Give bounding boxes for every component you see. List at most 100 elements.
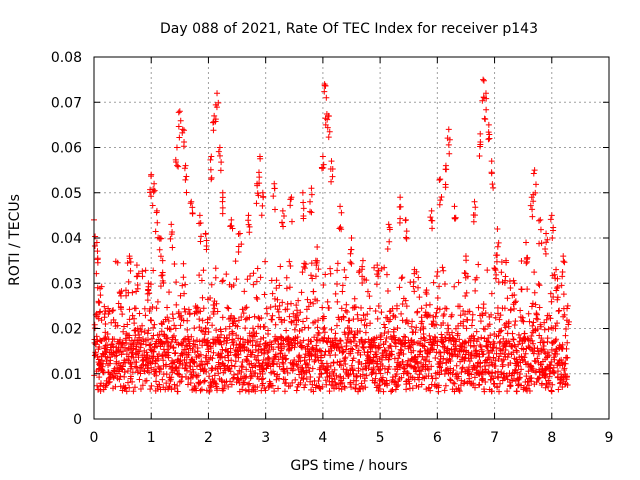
data-point xyxy=(371,339,378,346)
data-point xyxy=(271,388,278,395)
data-point xyxy=(280,223,287,230)
data-point xyxy=(139,268,146,275)
data-point xyxy=(286,313,293,320)
data-point xyxy=(337,224,344,231)
data-point xyxy=(298,289,305,296)
data-point xyxy=(106,360,113,367)
data-point xyxy=(490,375,497,382)
data-point xyxy=(117,373,124,380)
data-point xyxy=(441,344,448,351)
data-point xyxy=(384,369,391,376)
data-point xyxy=(558,282,565,289)
data-point xyxy=(490,381,497,388)
data-point xyxy=(420,325,427,332)
data-point xyxy=(163,335,170,342)
data-point xyxy=(247,368,254,375)
data-point xyxy=(337,337,344,344)
data-point xyxy=(409,318,416,325)
data-point xyxy=(436,363,443,370)
data-point xyxy=(308,185,315,192)
data-point xyxy=(352,303,359,310)
data-point xyxy=(511,280,518,287)
data-point xyxy=(511,292,518,299)
data-point xyxy=(286,340,293,347)
data-point xyxy=(274,296,281,303)
data-point xyxy=(460,322,467,329)
data-point xyxy=(318,370,325,377)
data-point xyxy=(269,312,276,319)
data-point xyxy=(473,328,480,335)
data-point xyxy=(329,173,336,180)
data-point xyxy=(197,387,204,394)
data-point xyxy=(150,188,157,195)
data-point xyxy=(244,276,251,283)
data-point xyxy=(496,316,503,323)
data-point xyxy=(304,296,311,303)
data-point xyxy=(332,330,339,337)
data-point xyxy=(295,316,302,323)
data-point xyxy=(265,327,272,334)
data-point xyxy=(456,303,463,310)
data-point xyxy=(382,324,389,331)
data-point xyxy=(403,317,410,324)
data-point xyxy=(191,325,198,332)
data-point xyxy=(184,367,191,374)
data-point xyxy=(175,163,182,170)
data-point xyxy=(379,356,386,363)
data-point xyxy=(466,308,473,315)
data-point xyxy=(530,340,537,347)
data-point xyxy=(175,109,182,116)
data-point xyxy=(126,306,133,313)
data-point xyxy=(167,326,174,333)
data-point xyxy=(506,278,513,285)
data-point xyxy=(417,326,424,333)
data-point xyxy=(456,336,463,343)
data-point xyxy=(491,380,498,387)
data-point xyxy=(535,281,542,288)
data-point xyxy=(481,388,488,395)
data-point xyxy=(174,162,181,169)
data-point xyxy=(294,307,301,314)
data-point xyxy=(501,305,508,312)
data-point xyxy=(201,331,208,338)
data-point xyxy=(434,268,441,275)
data-point xyxy=(350,371,357,378)
data-point xyxy=(555,386,562,393)
data-point xyxy=(387,316,394,323)
data-point xyxy=(233,332,240,339)
x-tick-label: 4 xyxy=(318,430,327,446)
data-point xyxy=(333,322,340,329)
data-point xyxy=(181,305,188,312)
data-point xyxy=(493,344,500,351)
data-point xyxy=(468,322,475,329)
data-point xyxy=(146,290,153,297)
data-point xyxy=(426,358,433,365)
data-point xyxy=(155,355,162,362)
data-point xyxy=(164,346,171,353)
data-point xyxy=(336,385,343,392)
data-point xyxy=(213,300,220,307)
data-point xyxy=(339,288,346,295)
data-point xyxy=(212,116,219,123)
data-point xyxy=(251,362,258,369)
data-point xyxy=(123,339,130,346)
data-point xyxy=(207,294,214,301)
data-point xyxy=(273,376,280,383)
data-point xyxy=(176,108,183,115)
data-point xyxy=(303,315,310,322)
data-point xyxy=(407,344,414,351)
data-point xyxy=(235,248,242,255)
data-point xyxy=(332,290,339,297)
data-point xyxy=(345,371,352,378)
data-point xyxy=(151,321,158,328)
data-point xyxy=(352,334,359,341)
x-tick-label: 5 xyxy=(376,430,385,446)
data-point xyxy=(347,259,354,266)
data-point xyxy=(472,204,479,211)
data-point xyxy=(228,362,235,369)
y-tick-label: 0.05 xyxy=(51,186,82,202)
data-point xyxy=(541,339,548,346)
data-point xyxy=(554,320,561,327)
data-point xyxy=(286,258,293,265)
